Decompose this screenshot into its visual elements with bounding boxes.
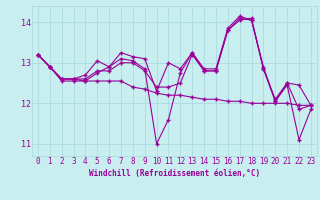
X-axis label: Windchill (Refroidissement éolien,°C): Windchill (Refroidissement éolien,°C) [89, 169, 260, 178]
